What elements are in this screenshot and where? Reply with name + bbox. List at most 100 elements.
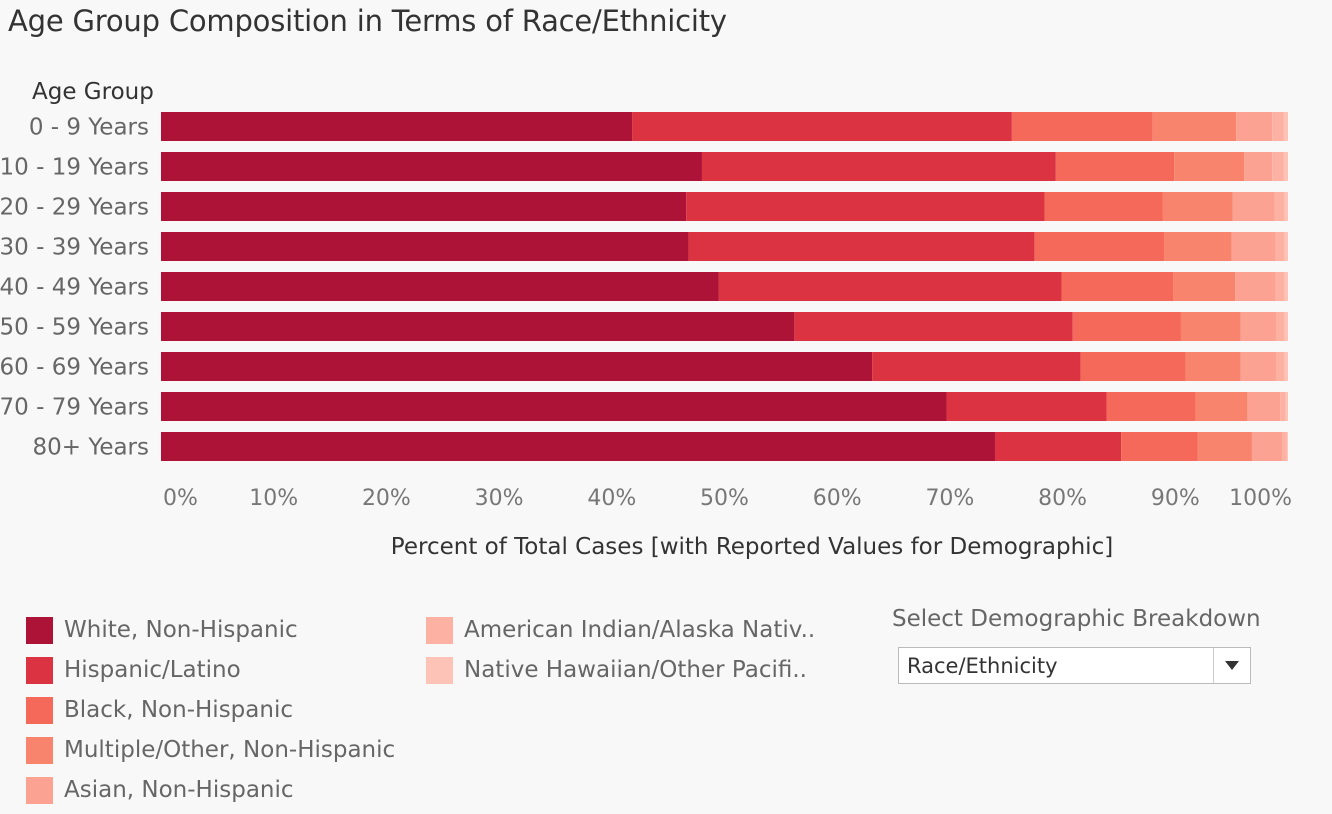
bar-segment[interactable]: [632, 112, 1012, 141]
legend-swatch: [26, 656, 53, 684]
bar-segment[interactable]: [161, 432, 995, 461]
legend-item[interactable]: Hispanic/Latino: [26, 650, 395, 690]
legend-swatch: [426, 616, 453, 644]
bar-segment[interactable]: [1195, 392, 1248, 421]
bar-segment[interactable]: [1247, 392, 1281, 421]
legend-label: Asian, Non-Hispanic: [64, 777, 294, 803]
bar-segment[interactable]: [161, 232, 689, 261]
bar-segment[interactable]: [1236, 112, 1273, 141]
x-tick-label: 100%: [1229, 486, 1292, 511]
x-tick-labels: 0% 10% 20% 30% 40% 50% 60% 70% 80% 90% 100%: [163, 486, 1292, 511]
bar-segment[interactable]: [1180, 312, 1241, 341]
bar-segment[interactable]: [872, 352, 1081, 381]
bar-segment[interactable]: [1284, 232, 1288, 261]
bar-segment[interactable]: [1283, 112, 1288, 141]
bar-segment[interactable]: [994, 432, 1122, 461]
category-label: 60 - 69 Years: [0, 355, 149, 381]
bar-segment[interactable]: [1276, 312, 1285, 341]
bars-group: [161, 112, 1288, 461]
x-tick-label: 80%: [1038, 486, 1087, 511]
bar-segment[interactable]: [1061, 272, 1174, 301]
x-tick-label: 50%: [700, 486, 749, 511]
bar-segment[interactable]: [1285, 392, 1288, 421]
x-tick-label: 30%: [475, 486, 524, 511]
bar-segment[interactable]: [161, 312, 795, 341]
bar-segment[interactable]: [688, 232, 1035, 261]
bar-segment[interactable]: [1272, 112, 1284, 141]
category-label: 70 - 79 Years: [0, 395, 149, 421]
bar-segment[interactable]: [1121, 432, 1198, 461]
bar-segment[interactable]: [1197, 432, 1252, 461]
bar-segment[interactable]: [1232, 192, 1275, 221]
bar-segment[interactable]: [1282, 432, 1287, 461]
x-tick-label: 90%: [1151, 486, 1200, 511]
legend-item[interactable]: American Indian/Alaska Nativ..: [426, 610, 815, 650]
bar-segment[interactable]: [1284, 192, 1288, 221]
bar-segment[interactable]: [1080, 352, 1186, 381]
legend-swatch: [26, 696, 53, 724]
legend-label: Native Hawaiian/Other Pacifi..: [464, 657, 807, 683]
bar-segment[interactable]: [161, 352, 873, 381]
bar-segment[interactable]: [718, 272, 1062, 301]
bar-segment[interactable]: [946, 392, 1107, 421]
x-tick-label: 40%: [587, 486, 636, 511]
category-label: 50 - 59 Years: [0, 315, 149, 341]
bar-segment[interactable]: [686, 192, 1045, 221]
bar-segment[interactable]: [1174, 152, 1245, 181]
bar-segment[interactable]: [1244, 152, 1273, 181]
legend-swatch: [26, 776, 53, 804]
bar-segment[interactable]: [1274, 192, 1285, 221]
bar-segment[interactable]: [161, 152, 702, 181]
category-label: 30 - 39 Years: [0, 235, 149, 261]
chart-title: Age Group Composition in Terms of Race/E…: [8, 4, 727, 38]
legend-swatch: [26, 616, 53, 644]
x-axis-label: Percent of Total Cases [with Reported Va…: [391, 534, 1113, 560]
bar-segment[interactable]: [1284, 272, 1288, 301]
bar-segment[interactable]: [1275, 232, 1285, 261]
x-tick-label: 20%: [362, 486, 411, 511]
legend-item[interactable]: Multiple/Other, Non-Hispanic: [26, 730, 395, 770]
dropdown-toggle[interactable]: [1213, 648, 1250, 683]
bar-segment[interactable]: [1272, 152, 1284, 181]
legend-label: White, Non-Hispanic: [64, 617, 298, 643]
legend-item[interactable]: Asian, Non-Hispanic: [26, 770, 395, 810]
bar-segment[interactable]: [1106, 392, 1196, 421]
bar-segment[interactable]: [1034, 232, 1165, 261]
bar-segment[interactable]: [1162, 192, 1233, 221]
category-label: 20 - 29 Years: [0, 195, 149, 221]
demographic-dropdown[interactable]: Race/Ethnicity: [898, 647, 1251, 684]
bar-segment[interactable]: [1251, 432, 1283, 461]
legend-item[interactable]: White, Non-Hispanic: [26, 610, 395, 650]
legend-item[interactable]: Black, Non-Hispanic: [26, 690, 395, 730]
bar-segment[interactable]: [1011, 112, 1153, 141]
bar-segment[interactable]: [1185, 352, 1241, 381]
bar-segment[interactable]: [1173, 272, 1236, 301]
category-label: 80+ Years: [32, 435, 149, 461]
legend-column-2: American Indian/Alaska Nativ.. Native Haw…: [426, 610, 815, 690]
bar-segment[interactable]: [161, 112, 633, 141]
bar-segment[interactable]: [1275, 272, 1285, 301]
legend-item[interactable]: Native Hawaiian/Other Pacifi..: [426, 650, 815, 690]
bar-segment[interactable]: [1055, 152, 1175, 181]
bar-segment[interactable]: [161, 272, 719, 301]
x-tick-label: 60%: [813, 486, 862, 511]
bar-segment[interactable]: [1152, 112, 1237, 141]
bar-segment[interactable]: [161, 392, 947, 421]
bar-segment[interactable]: [161, 192, 687, 221]
category-label: 40 - 49 Years: [0, 275, 149, 301]
bar-segment[interactable]: [1072, 312, 1181, 341]
bar-segment[interactable]: [1284, 312, 1288, 341]
bar-segment[interactable]: [1286, 432, 1288, 461]
bar-segment[interactable]: [794, 312, 1073, 341]
bar-segment[interactable]: [1280, 392, 1286, 421]
bar-segment[interactable]: [1044, 192, 1163, 221]
bar-segment[interactable]: [701, 152, 1056, 181]
bar-segment[interactable]: [1164, 232, 1232, 261]
bar-segment[interactable]: [1240, 352, 1277, 381]
bar-segment[interactable]: [1284, 352, 1288, 381]
bar-segment[interactable]: [1231, 232, 1276, 261]
bar-segment[interactable]: [1276, 352, 1285, 381]
bar-segment[interactable]: [1240, 312, 1277, 341]
bar-segment[interactable]: [1283, 152, 1288, 181]
bar-segment[interactable]: [1235, 272, 1276, 301]
